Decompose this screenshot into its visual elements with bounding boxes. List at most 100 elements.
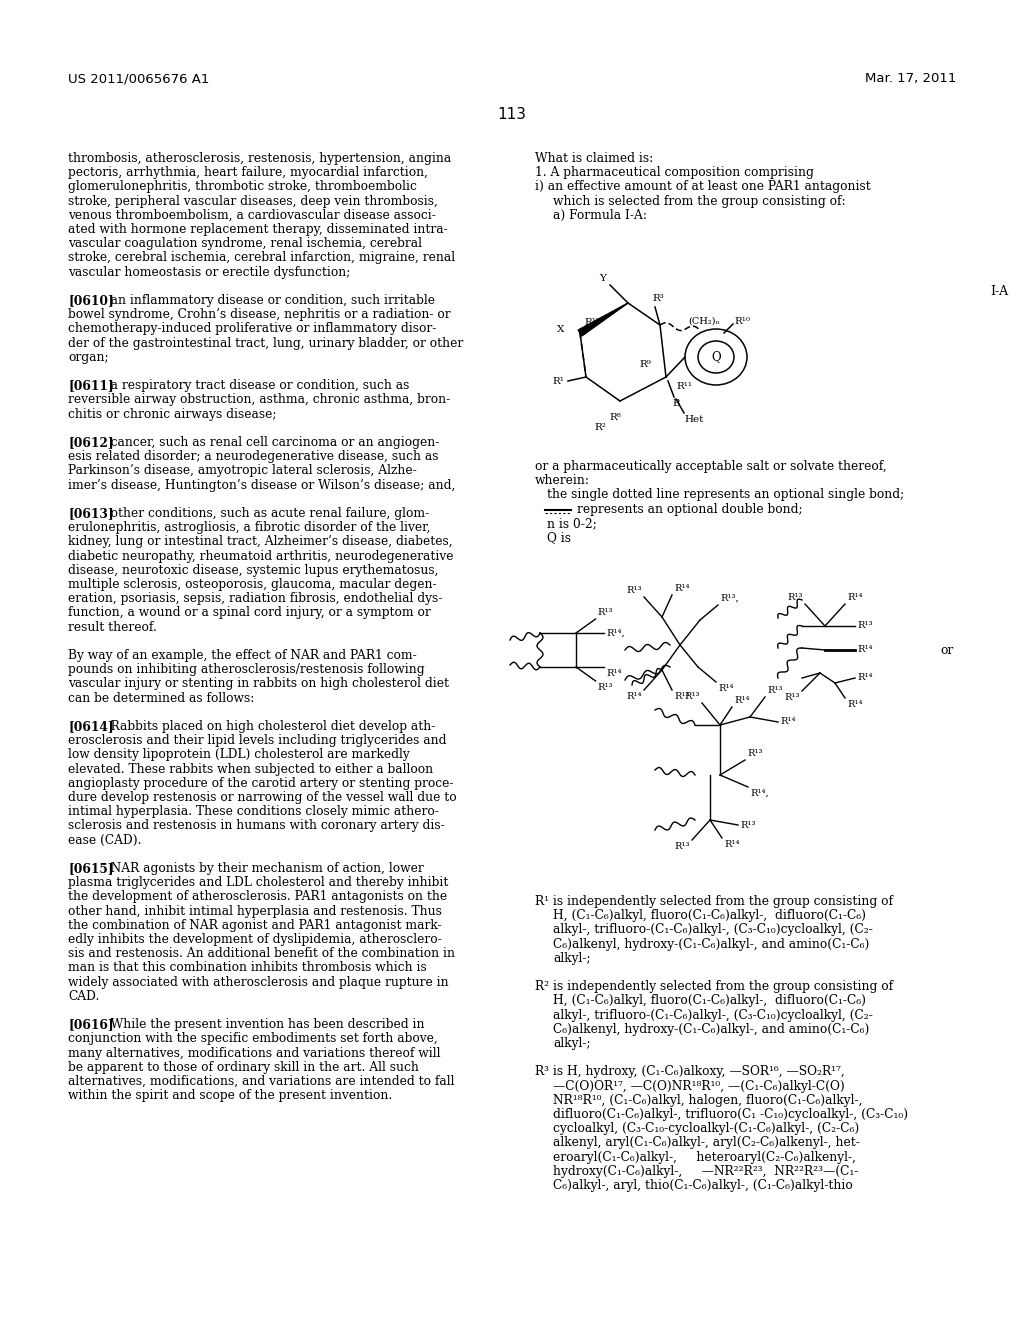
Text: multiple sclerosis, osteoporosis, glaucoma, macular degen-: multiple sclerosis, osteoporosis, glauco… [68,578,436,591]
Text: other conditions, such as acute renal failure, glom-: other conditions, such as acute renal fa… [99,507,429,520]
Text: R¹⁴: R¹⁴ [847,593,862,602]
Text: X: X [557,325,564,334]
Text: R¹³: R¹³ [784,693,800,702]
Text: pounds on inhibiting atherosclerosis/restenosis following: pounds on inhibiting atherosclerosis/res… [68,663,425,676]
Text: I-A: I-A [990,285,1008,298]
Text: Het: Het [684,414,703,424]
Text: alkyl-, trifluoro-(C₁-C₆)alkyl-, (C₃-C₁₀)cycloalkyl, (C₂-: alkyl-, trifluoro-(C₁-C₆)alkyl-, (C₃-C₁₀… [553,1008,872,1022]
Text: esis related disorder; a neurodegenerative disease, such as: esis related disorder; a neurodegenerati… [68,450,438,463]
Text: erosclerosis and their lipid levels including triglycerides and: erosclerosis and their lipid levels incl… [68,734,446,747]
Text: the single dotted line represents an optional single bond;: the single dotted line represents an opt… [547,488,904,502]
Text: NR¹⁸R¹⁰, (C₁-C₆)alkyl, halogen, fluoro(C₁-C₆)alkyl-,: NR¹⁸R¹⁰, (C₁-C₆)alkyl, halogen, fluoro(C… [553,1094,862,1106]
Text: which is selected from the group consisting of:: which is selected from the group consist… [553,194,846,207]
Text: R¹³: R¹³ [746,748,763,758]
Text: the combination of NAR agonist and PAR1 antagonist mark-: the combination of NAR agonist and PAR1 … [68,919,441,932]
Text: difluoro(C₁-C₆)alkyl-, trifluoro(C₁ -C₁₀)cycloalkyl-, (C₃-C₁₀): difluoro(C₁-C₆)alkyl-, trifluoro(C₁ -C₁₀… [553,1107,908,1121]
Text: stroke, cerebral ischemia, cerebral infarction, migraine, renal: stroke, cerebral ischemia, cerebral infa… [68,251,455,264]
Text: R⁹: R⁹ [639,360,651,370]
Text: reversible airway obstruction, asthma, chronic asthma, bron-: reversible airway obstruction, asthma, c… [68,393,451,407]
Text: R¹⁴: R¹⁴ [734,696,750,705]
Text: What is claimed is:: What is claimed is: [535,152,653,165]
Text: [0613]: [0613] [68,507,114,520]
Text: ease (CAD).: ease (CAD). [68,834,141,846]
Text: diabetic neuropathy, rheumatoid arthritis, neurodegenerative: diabetic neuropathy, rheumatoid arthriti… [68,549,454,562]
Text: Q is: Q is [547,531,571,544]
Text: R³: R³ [652,294,664,304]
Text: bowel syndrome, Crohn’s disease, nephritis or a radiation- or: bowel syndrome, Crohn’s disease, nephrit… [68,308,451,321]
Text: —C(O)OR¹⁷, —C(O)NR¹⁸R¹⁰, —(C₁-C₆)alkyl-C(O): —C(O)OR¹⁷, —C(O)NR¹⁸R¹⁰, —(C₁-C₆)alkyl-C… [553,1080,845,1093]
Text: CAD.: CAD. [68,990,99,1003]
Text: conjunction with the specific embodiments set forth above,: conjunction with the specific embodiment… [68,1032,437,1045]
Text: R⁸: R⁸ [609,413,621,422]
Text: low density lipoprotein (LDL) cholesterol are markedly: low density lipoprotein (LDL) cholestero… [68,748,410,762]
Text: chemotherapy-induced proliferative or inflammatory disor-: chemotherapy-induced proliferative or in… [68,322,436,335]
Text: an inflammatory disease or condition, such irritable: an inflammatory disease or condition, su… [99,294,435,308]
Text: R¹⁴: R¹⁴ [857,673,872,682]
Text: R¹³: R¹³ [598,682,613,692]
Text: R¹³,: R¹³, [720,594,738,603]
Text: i) an effective amount of at least one PAR1 antagonist: i) an effective amount of at least one P… [535,181,870,194]
Text: sis and restenosis. An additional benefit of the combination in: sis and restenosis. An additional benefi… [68,948,455,960]
Text: [0614]: [0614] [68,719,114,733]
Text: intimal hyperplasia. These conditions closely mimic athero-: intimal hyperplasia. These conditions cl… [68,805,439,818]
Text: H, (C₁-C₆)alkyl, fluoro(C₁-C₆)alkyl-,  difluoro(C₁-C₆): H, (C₁-C₆)alkyl, fluoro(C₁-C₆)alkyl-, di… [553,909,866,923]
Text: R¹⁴: R¹⁴ [780,718,796,726]
Text: alkyl-, trifluoro-(C₁-C₆)alkyl-, (C₃-C₁₀)cycloalkyl, (C₂-: alkyl-, trifluoro-(C₁-C₆)alkyl-, (C₃-C₁₀… [553,924,872,936]
Text: R¹⁵: R¹⁵ [584,318,600,327]
Text: alkenyl, aryl(C₁-C₆)alkyl-, aryl(C₂-C₆)alkenyl-, het-: alkenyl, aryl(C₁-C₆)alkyl-, aryl(C₂-C₆)a… [553,1137,860,1150]
Text: R¹⁰: R¹⁰ [734,318,750,326]
Text: alternatives, modifications, and variations are intended to fall: alternatives, modifications, and variati… [68,1074,455,1088]
Text: (CH₂)ₙ: (CH₂)ₙ [688,317,720,326]
Text: result thereof.: result thereof. [68,620,157,634]
Text: a respiratory tract disease or condition, such as: a respiratory tract disease or condition… [99,379,410,392]
Text: dure develop restenosis or narrowing of the vessel wall due to: dure develop restenosis or narrowing of … [68,791,457,804]
Text: plasma triglycerides and LDL cholesterol and thereby inhibit: plasma triglycerides and LDL cholesterol… [68,876,449,890]
Polygon shape [579,304,628,337]
Text: R³ is H, hydroxy, (C₁-C₆)alkoxy, —SOR¹⁶, —SO₂R¹⁷,: R³ is H, hydroxy, (C₁-C₆)alkoxy, —SOR¹⁶,… [535,1065,845,1078]
Text: Y: Y [599,275,606,282]
Text: R¹⁴: R¹⁴ [857,645,872,655]
Text: R¹³: R¹³ [857,622,872,631]
Text: glomerulonephritis, thrombotic stroke, thromboembolic: glomerulonephritis, thrombotic stroke, t… [68,181,417,194]
Text: 113: 113 [498,107,526,121]
Text: R¹³: R¹³ [598,609,613,616]
Text: be apparent to those of ordinary skill in the art. All such: be apparent to those of ordinary skill i… [68,1061,419,1073]
Text: R¹³: R¹³ [674,692,689,701]
Text: R¹³: R¹³ [740,821,756,829]
Text: ated with hormone replacement therapy, disseminated intra-: ated with hormone replacement therapy, d… [68,223,447,236]
Text: R¹: R¹ [552,376,564,385]
Text: NAR agonists by their mechanism of action, lower: NAR agonists by their mechanism of actio… [99,862,424,875]
Text: n is 0-2;: n is 0-2; [547,517,597,529]
Text: B: B [672,399,680,408]
Text: C₆)alkenyl, hydroxy-(C₁-C₆)alkyl-, and amino(C₁-C₆): C₆)alkenyl, hydroxy-(C₁-C₆)alkyl-, and a… [553,1023,869,1036]
Text: By way of an example, the effect of NAR and PAR1 com-: By way of an example, the effect of NAR … [68,649,417,663]
Text: C₆)alkyl-, aryl, thio(C₁-C₆)alkyl-, (C₁-C₆)alkyl-thio: C₆)alkyl-, aryl, thio(C₁-C₆)alkyl-, (C₁-… [553,1179,853,1192]
Text: [0615]: [0615] [68,862,114,875]
Text: R² is independently selected from the group consisting of: R² is independently selected from the gr… [535,981,893,993]
Text: or: or [940,644,953,656]
Text: R¹⁴: R¹⁴ [718,684,733,693]
Text: R¹⁴: R¹⁴ [847,700,862,709]
Text: cycloalkyl, (C₃-C₁₀-cycloalkyl-(C₁-C₆)alkyl-, (C₂-C₆): cycloalkyl, (C₃-C₁₀-cycloalkyl-(C₁-C₆)al… [553,1122,859,1135]
Text: sclerosis and restenosis in humans with coronary artery dis-: sclerosis and restenosis in humans with … [68,820,444,833]
Text: represents an optional double bond;: represents an optional double bond; [577,503,803,516]
Text: function, a wound or a spinal cord injury, or a symptom or: function, a wound or a spinal cord injur… [68,606,431,619]
Text: erulonephritis, astrogliosis, a fibrotic disorder of the liver,: erulonephritis, astrogliosis, a fibrotic… [68,521,430,535]
Text: R¹⁴: R¹⁴ [627,692,642,701]
Text: kidney, lung or intestinal tract, Alzheimer’s disease, diabetes,: kidney, lung or intestinal tract, Alzhei… [68,536,453,548]
Text: Parkinson’s disease, amyotropic lateral sclerosis, Alzhe-: Parkinson’s disease, amyotropic lateral … [68,465,417,478]
Text: R¹¹: R¹¹ [676,381,692,391]
Text: many alternatives, modifications and variations thereof will: many alternatives, modifications and var… [68,1047,440,1060]
Text: R²: R² [594,422,606,432]
Text: Mar. 17, 2011: Mar. 17, 2011 [864,73,956,84]
Text: 1. A pharmaceutical composition comprising: 1. A pharmaceutical composition comprisi… [535,166,814,180]
Text: R¹⁴: R¹⁴ [674,583,689,593]
Text: or a pharmaceutically acceptable salt or solvate thereof,: or a pharmaceutically acceptable salt or… [535,459,887,473]
Text: alkyl-;: alkyl-; [553,1038,591,1049]
Text: cancer, such as renal cell carcinoma or an angiogen-: cancer, such as renal cell carcinoma or … [99,436,439,449]
Text: a) Formula I-A:: a) Formula I-A: [553,209,647,222]
Text: vascular injury or stenting in rabbits on high cholesterol diet: vascular injury or stenting in rabbits o… [68,677,449,690]
Text: R¹⁴,: R¹⁴, [750,789,769,799]
Text: vascular coagulation syndrome, renal ischemia, cerebral: vascular coagulation syndrome, renal isc… [68,238,422,251]
Text: eration, psoriasis, sepsis, radiation fibrosis, endothelial dys-: eration, psoriasis, sepsis, radiation fi… [68,593,442,605]
